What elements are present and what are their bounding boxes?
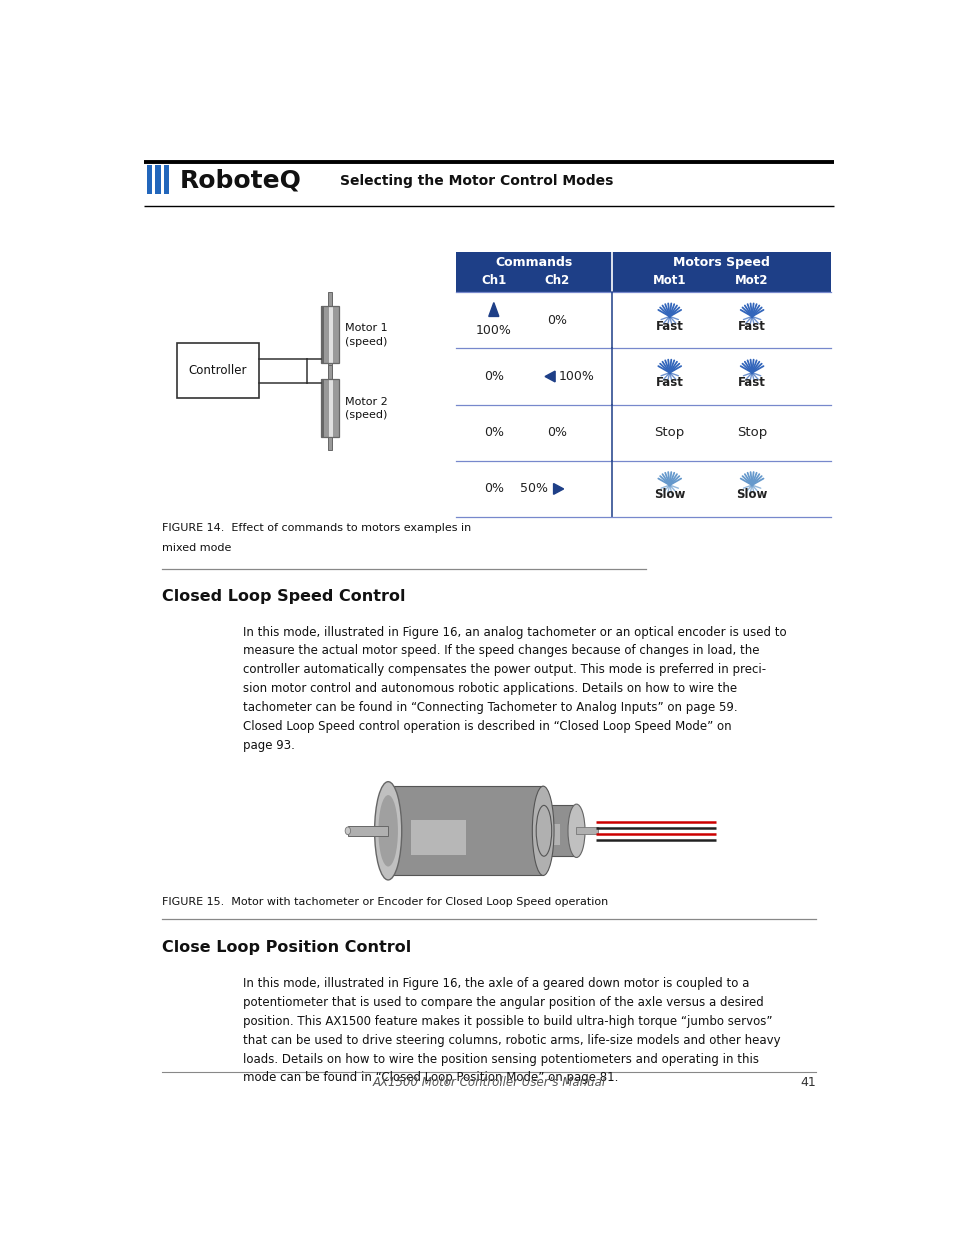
Bar — [328, 366, 332, 379]
Bar — [321, 379, 338, 436]
Text: Commands: Commands — [495, 257, 572, 269]
Ellipse shape — [568, 805, 583, 856]
Bar — [177, 343, 258, 399]
Text: AX1500 Motor Controller User’s Manual: AX1500 Motor Controller User’s Manual — [372, 1076, 605, 1089]
Text: RoboteQ: RoboteQ — [179, 168, 301, 193]
Text: loads. Details on how to wire the position sensing potentiometers and operating : loads. Details on how to wire the positi… — [243, 1052, 759, 1066]
Polygon shape — [553, 484, 563, 494]
Text: FIGURE 15.  Motor with tachometer or Encoder for Closed Loop Speed operation: FIGURE 15. Motor with tachometer or Enco… — [162, 897, 607, 906]
Bar — [155, 165, 160, 194]
Ellipse shape — [375, 782, 401, 879]
Ellipse shape — [378, 795, 397, 867]
Text: tachometer can be found in “Connecting Tachometer to Analog Inputs” on page 59.: tachometer can be found in “Connecting T… — [243, 701, 737, 714]
Text: Controller: Controller — [189, 364, 247, 377]
Ellipse shape — [532, 787, 554, 876]
Bar — [329, 306, 333, 363]
Text: measure the actual motor speed. If the speed changes because of changes in load,: measure the actual motor speed. If the s… — [243, 645, 759, 657]
Bar — [576, 827, 598, 835]
Text: page 93.: page 93. — [243, 739, 294, 752]
Text: 0%: 0% — [547, 314, 567, 327]
Bar — [321, 306, 324, 363]
Text: 0%: 0% — [483, 426, 503, 440]
Text: Mot1: Mot1 — [652, 274, 686, 288]
Bar — [164, 165, 169, 194]
Bar — [543, 805, 576, 856]
Text: (speed): (speed) — [345, 337, 387, 347]
Text: Fast: Fast — [738, 320, 765, 332]
Text: In this mode, illustrated in Figure 16, an analog tachometer or an optical encod: In this mode, illustrated in Figure 16, … — [243, 626, 786, 638]
Text: Closed Loop Speed Control: Closed Loop Speed Control — [162, 589, 405, 604]
Polygon shape — [544, 370, 555, 382]
Bar — [411, 820, 465, 856]
Bar — [456, 252, 830, 293]
Ellipse shape — [377, 787, 398, 876]
Bar — [324, 379, 329, 436]
Bar — [348, 826, 388, 836]
Text: mixed mode: mixed mode — [162, 543, 231, 553]
Text: that can be used to drive steering columns, robotic arms, life-size models and o: that can be used to drive steering colum… — [243, 1034, 781, 1047]
Text: Slow: Slow — [736, 488, 767, 501]
Text: Fast: Fast — [738, 375, 765, 389]
Text: position. This AX1500 feature makes it possible to build ultra-high torque “jumb: position. This AX1500 feature makes it p… — [243, 1015, 772, 1028]
Bar — [147, 165, 152, 194]
Bar — [548, 825, 559, 845]
Text: controller automatically compensates the power output. This mode is preferred in: controller automatically compensates the… — [243, 663, 765, 677]
Text: Stop: Stop — [654, 426, 684, 440]
Bar — [328, 436, 332, 451]
Text: 100%: 100% — [476, 324, 511, 337]
Ellipse shape — [536, 805, 551, 856]
Text: Close Loop Position Control: Close Loop Position Control — [162, 940, 411, 955]
Bar — [388, 787, 542, 876]
Text: Ch2: Ch2 — [544, 274, 570, 288]
Ellipse shape — [345, 827, 350, 835]
Ellipse shape — [567, 804, 584, 857]
Text: Fast: Fast — [655, 375, 683, 389]
Text: Motor 2: Motor 2 — [345, 396, 388, 406]
Text: 100%: 100% — [558, 370, 595, 383]
Text: 0%: 0% — [483, 483, 503, 495]
Polygon shape — [488, 303, 498, 316]
Bar — [328, 363, 332, 377]
Text: mode can be found in “Closed Loop Position Mode” on page 81.: mode can be found in “Closed Loop Positi… — [243, 1072, 618, 1084]
Bar — [329, 379, 333, 436]
Text: Mot2: Mot2 — [735, 274, 768, 288]
Text: 41: 41 — [800, 1076, 815, 1089]
Bar — [321, 379, 324, 436]
Text: 50%: 50% — [519, 483, 548, 495]
Bar — [328, 291, 332, 306]
Text: Motors Speed: Motors Speed — [672, 257, 769, 269]
Text: (speed): (speed) — [345, 410, 387, 420]
Bar — [333, 306, 338, 363]
Text: Stop: Stop — [737, 426, 766, 440]
Text: potentiometer that is used to compare the angular position of the axle versus a : potentiometer that is used to compare th… — [243, 995, 763, 1009]
Text: Ch1: Ch1 — [480, 274, 506, 288]
Text: Closed Loop Speed control operation is described in “Closed Loop Speed Mode” on: Closed Loop Speed control operation is d… — [243, 720, 731, 732]
Text: FIGURE 14.  Effect of commands to motors examples in: FIGURE 14. Effect of commands to motors … — [162, 524, 471, 534]
Text: Motor 1: Motor 1 — [345, 324, 387, 333]
Bar — [324, 306, 329, 363]
Bar — [321, 306, 338, 363]
Text: Fast: Fast — [655, 320, 683, 332]
Text: Selecting the Motor Control Modes: Selecting the Motor Control Modes — [340, 174, 613, 188]
Bar — [333, 379, 338, 436]
Text: Slow: Slow — [654, 488, 684, 501]
Text: In this mode, illustrated in Figure 16, the axle of a geared down motor is coupl: In this mode, illustrated in Figure 16, … — [243, 977, 749, 990]
Text: 0%: 0% — [547, 426, 567, 440]
Text: sion motor control and autonomous robotic applications. Details on how to wire t: sion motor control and autonomous roboti… — [243, 682, 737, 695]
Text: 0%: 0% — [483, 370, 503, 383]
